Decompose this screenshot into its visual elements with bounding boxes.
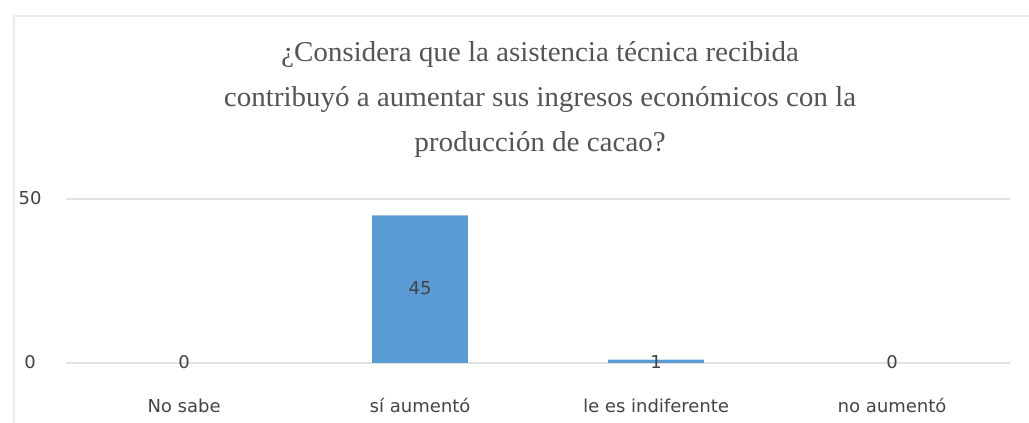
data-label: 45: [409, 278, 432, 299]
chart-title: ¿Considera que la asistencia técnica rec…: [223, 36, 857, 158]
chart-frame: [13, 15, 1029, 423]
x-tick-label: le es indiferente: [583, 396, 729, 417]
y-tick-label: 0: [24, 352, 35, 373]
data-label: 0: [178, 352, 189, 373]
y-tick-label: 50: [19, 188, 42, 209]
data-label: 1: [650, 352, 661, 373]
bar: [372, 215, 468, 363]
bar: [608, 359, 704, 363]
data-label: 0: [886, 352, 897, 373]
x-tick-label: sí aumentó: [370, 396, 471, 417]
x-tick-label: No sabe: [147, 396, 220, 417]
x-tick-label: no aumentó: [838, 396, 947, 417]
